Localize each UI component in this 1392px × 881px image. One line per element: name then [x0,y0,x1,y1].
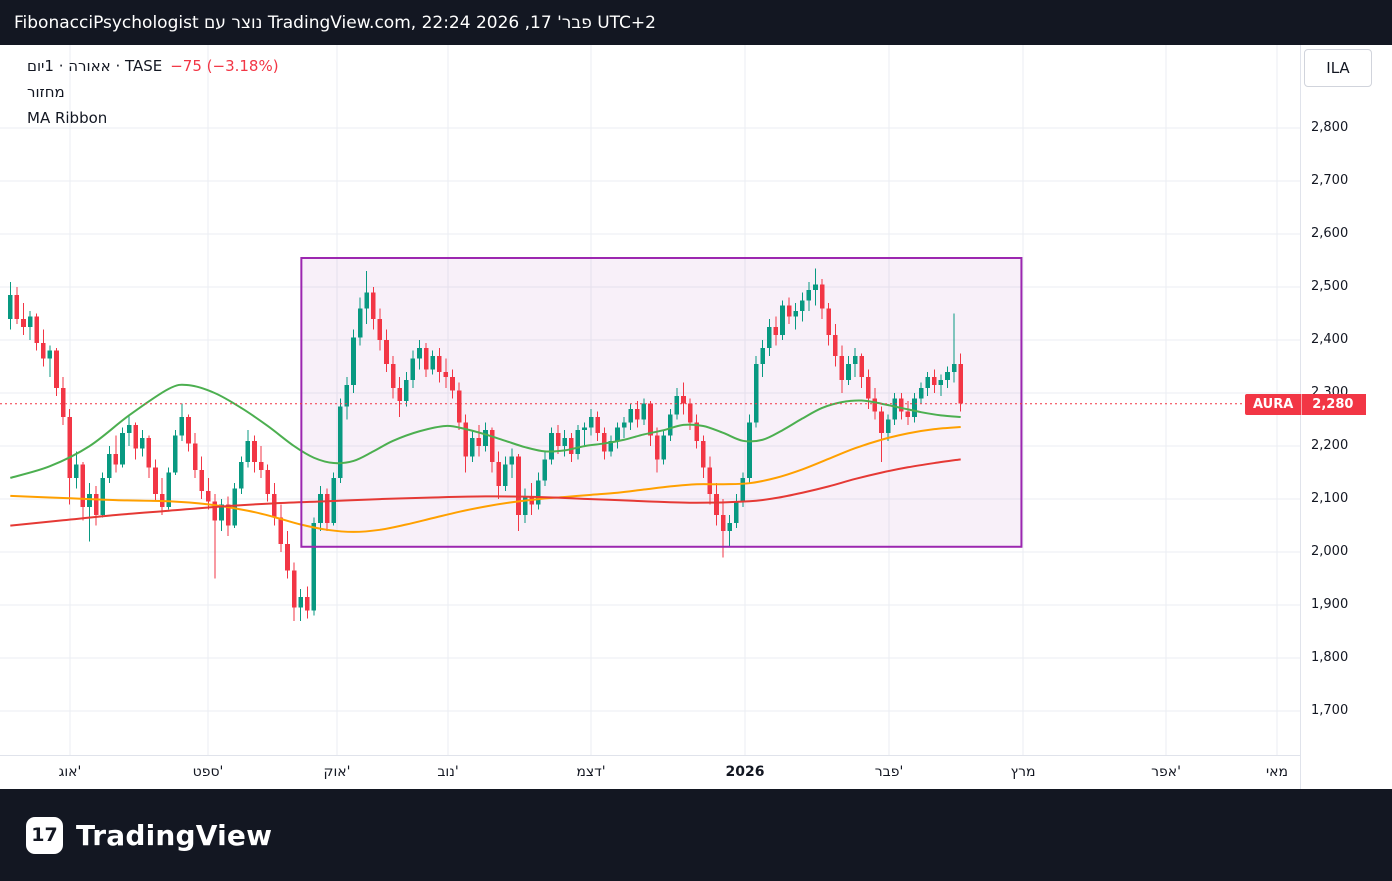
time-tick: אפר' [1151,764,1181,780]
price-tick: 2,000 [1311,544,1349,560]
candlestick-chart[interactable] [0,45,1300,755]
price-axis[interactable]: 2,800 2,700 2,600 2,500 2,400 2,300 2,200 2,100… [1300,45,1392,789]
time-tick: נוב' [437,764,459,780]
time-tick: אוק' [323,764,351,780]
time-tick: דצמ' [576,764,606,780]
ma-slow-line [10,458,961,527]
chart-area[interactable]: אאורה · 1יום · TASE −75 (−3.18%) מחזור MA… [0,45,1392,789]
last-price-symbol: AURA [1245,393,1303,415]
price-tick: 2,400 [1311,332,1349,348]
price-tick: 2,600 [1311,226,1349,242]
time-tick: מרץ [1010,764,1036,780]
time-tick: אוג' [58,764,82,780]
indicator-volume[interactable]: מחזור [27,83,65,101]
last-price-value: 2,280 [1302,393,1367,415]
tradingview-logo-icon[interactable]: 17 [26,816,63,854]
price-tick: 2,500 [1311,279,1349,295]
last-price-badge: AURA 2,280 [1245,393,1367,415]
tradingview-brand[interactable]: TradingView [76,818,273,852]
price-tick: 2,700 [1311,173,1349,189]
time-tick: פבר' [874,764,904,780]
time-tick: ספט' [192,764,224,780]
attribution-text: FibonacciPsychologist נוצר עם TradingVie… [14,12,656,33]
time-axis[interactable]: אוג' ספט' אוק' נוב' דצמ' 2026 פבר' מרץ אפר' מאי [0,755,1300,789]
tradingview-logo-glyph: 17 [31,824,58,846]
price-tick: 1,800 [1311,650,1349,666]
time-tick: מאי [1266,764,1288,780]
attribution-bar: FibonacciPsychologist נוצר עם TradingVie… [0,0,1392,45]
indicator-ma-ribbon[interactable]: MA Ribbon [27,109,108,127]
ma-medium-line [10,426,961,533]
price-tick: 1,700 [1311,703,1349,719]
symbol-badge: ILA [1304,49,1372,87]
chart-legend: אאורה · 1יום · TASE −75 (−3.18%) מחזור MA… [27,53,279,131]
time-tick: 2026 [725,764,765,780]
price-tick: 2,800 [1311,120,1349,136]
price-change: −75 (−3.18%) [170,57,279,75]
ma-fast-line [10,383,961,479]
symbol-title[interactable]: אאורה · 1יום · TASE [27,57,163,75]
price-tick: 2,200 [1311,438,1349,454]
price-tick: 2,100 [1311,491,1349,507]
price-tick: 1,900 [1311,597,1349,613]
footer-bar: 17 TradingView [0,789,1392,881]
